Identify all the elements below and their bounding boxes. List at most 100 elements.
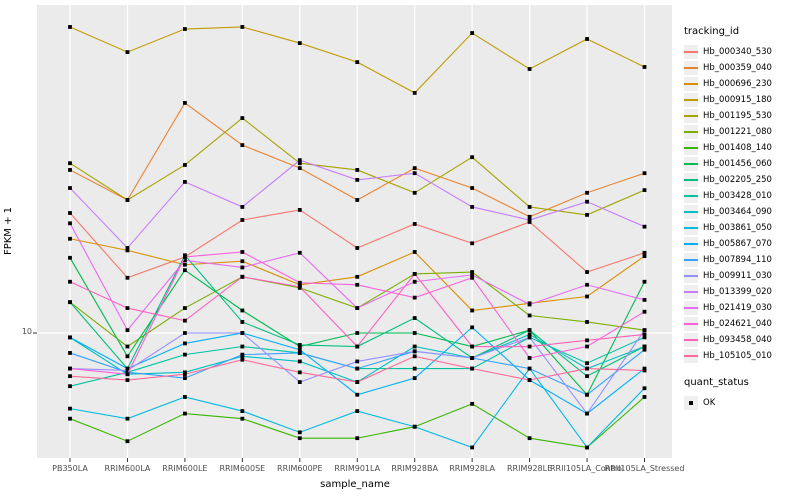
data-point-marker [297,282,302,287]
x-tick-label: RRIM928BA [391,464,438,473]
legend-item-Hb_013399_020: Hb_013399_020 [684,284,798,300]
data-point-marker [125,50,130,54]
legend-item-label: Hb_000915_180 [703,95,772,105]
x-tick-label: RRIM600SE [219,464,266,473]
data-point-marker [297,347,302,352]
legend-item-Hb_001195_530: Hb_001195_530 [684,108,798,124]
legend-item-Hb_007894_110: Hb_007894_110 [684,252,798,268]
data-point-marker [642,188,647,193]
data-point-marker [527,313,532,318]
data-point-marker [527,328,532,333]
legend-key-line-icon [684,173,698,187]
data-point-marker [355,331,360,335]
data-point-marker [412,331,417,335]
data-point-marker [297,161,302,166]
y-axis-title: FPKM + 1 [3,206,14,256]
x-tick-label: RRII105LA_Stressed [604,464,685,473]
data-point-marker [355,274,360,279]
data-point-marker [68,416,72,421]
legend-item-label: Hb_105105_010 [703,351,772,361]
data-point-marker [642,332,647,337]
data-point-marker [355,366,360,371]
legend-key-line-icon [684,333,698,347]
data-point-marker [642,279,647,284]
data-point-marker [412,171,417,176]
data-point-marker [183,306,187,310]
data-point-marker [527,205,532,209]
data-point-marker [183,372,187,377]
legend-key-line-icon [684,61,698,75]
data-point-marker [240,416,245,421]
legend-item-Hb_009911_030: Hb_009911_030 [684,268,798,284]
legend-item-label: Hb_021419_030 [703,303,772,313]
data-point-marker [412,190,417,195]
data-point-marker [527,344,532,349]
data-point-marker [412,272,417,276]
data-point-marker [240,25,245,29]
data-point-marker [527,436,532,441]
data-point-marker [642,250,647,255]
data-point-marker [585,282,589,287]
data-point-marker [355,306,360,310]
data-point-marker [297,208,302,212]
data-point-marker [355,380,360,384]
data-point-marker [183,352,187,357]
data-point-marker [642,328,647,333]
data-point-marker [470,270,475,274]
data-point-marker [125,306,130,310]
data-point-marker [68,351,72,355]
legend-item-label: Hb_003464_090 [703,207,772,217]
data-point-marker [297,343,302,347]
data-point-marker [68,161,72,166]
data-point-marker [355,60,360,65]
data-point-marker [183,395,187,399]
legend-key-line-icon [684,237,698,251]
data-point-marker [585,270,589,274]
data-point-marker [240,265,245,270]
data-point-marker [585,411,589,416]
legend-item-Hb_093458_040: Hb_093458_040 [684,332,798,348]
data-point-marker [355,359,360,364]
x-tick-label: RRIM928LA [449,464,496,473]
plot-panel-background [37,5,672,458]
data-point-marker [297,359,302,364]
legend-key-line-icon [684,93,698,107]
x-tick-label: RRIM600LE [162,464,208,473]
legend-key-line-icon [684,301,698,315]
data-point-marker [470,308,475,313]
legend-item-Hb_005867_070: Hb_005867_070 [684,236,798,252]
data-point-marker [183,179,187,184]
legend-item-label: Hb_007894_110 [703,255,772,265]
data-point-marker [585,294,589,299]
legend-item-Hb_000915_180: Hb_000915_180 [684,92,798,108]
data-point-marker [68,374,72,379]
data-point-marker [297,370,302,375]
data-point-marker [470,445,475,450]
legend-item-Hb_000696_230: Hb_000696_230 [684,76,798,92]
data-point-marker [642,297,647,302]
data-point-marker [527,214,532,219]
data-point-marker [642,368,647,373]
data-point-marker [642,309,647,314]
data-point-marker [297,280,302,285]
data-point-marker [355,436,360,441]
legend-item-label: Hb_002205_250 [703,175,772,185]
legend-key-line-icon [684,349,698,363]
data-point-marker [297,250,302,255]
data-point-marker [355,409,360,413]
legend-key-line-icon [684,205,698,219]
data-point-marker [470,344,475,349]
legend-item-Hb_003464_090: Hb_003464_090 [684,204,798,220]
data-point-marker [183,255,187,259]
data-point-marker [125,372,130,377]
data-point-marker [642,171,647,176]
data-point-marker [470,356,475,360]
data-point-marker [355,198,360,202]
legend-item-label: Hb_000359_040 [703,63,772,73]
data-point-marker [470,325,475,330]
data-point-marker [183,331,187,335]
data-point-marker [585,392,589,397]
data-point-marker [240,331,245,335]
legend-key-line-icon [684,189,698,203]
data-point-marker [355,246,360,250]
